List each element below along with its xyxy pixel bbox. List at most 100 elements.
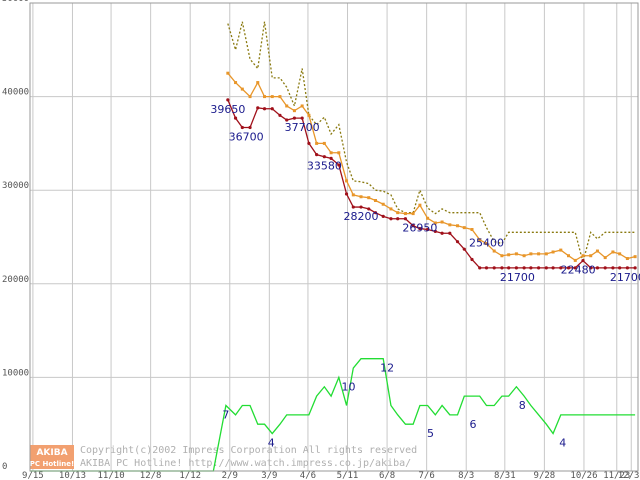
x-tick-label: 9/15: [22, 471, 44, 480]
average-price-point: [625, 257, 629, 261]
average-price-point: [411, 212, 415, 216]
x-tick-label: 8/3: [458, 471, 474, 480]
x-tick-label: 6/8: [379, 471, 395, 480]
x-tick-label: 7/6: [419, 471, 435, 480]
data-label: 5: [427, 427, 434, 440]
average-price-point: [300, 104, 304, 108]
average-price-point: [307, 113, 311, 117]
x-tick-label: 2/9: [222, 471, 238, 480]
average-price-point: [433, 221, 437, 225]
data-label: 26950: [402, 222, 437, 235]
min-price-point: [240, 125, 244, 130]
x-tick-label: 10/26: [570, 471, 597, 480]
min-price-point: [618, 266, 622, 270]
average-price-point: [367, 196, 371, 200]
min-price-point: [440, 231, 444, 235]
average-price-point: [359, 195, 363, 199]
data-label: 7: [222, 408, 229, 421]
average-price-point: [573, 258, 577, 262]
min-price-point: [559, 266, 563, 270]
x-tick-label: 5/11: [337, 471, 359, 480]
min-price-point: [389, 217, 393, 221]
min-price-point: [470, 257, 474, 262]
min-price-point: [344, 192, 349, 196]
data-label: 21700: [610, 271, 640, 284]
min-price-point: [544, 266, 548, 270]
average-price-point: [559, 248, 563, 252]
data-label: 4: [268, 437, 275, 450]
x-tick-label: 8/31: [494, 471, 516, 480]
min-price-point: [595, 266, 600, 270]
x-tick-label: 12/30: [618, 471, 640, 480]
data-label: 8: [519, 399, 526, 412]
x-tick-label: 1/12: [179, 471, 201, 480]
watermark-line-1: Copyright(c)2002 Impress Corporation All…: [80, 445, 417, 456]
x-axis: 9/15 10/13 11/10 12/8 1/12 2/9 3/9 4/6 5/11 6/8 7/…: [22, 471, 640, 480]
min-price-point: [367, 207, 371, 211]
average-price-point: [492, 249, 496, 253]
average-price-point: [507, 253, 511, 257]
average-price-point: [567, 254, 571, 258]
series-max-price: [227, 21, 636, 263]
average-price-point: [285, 104, 289, 108]
min-price-point: [478, 266, 482, 270]
x-tick-label: 11/10: [98, 471, 125, 480]
average-price-point: [329, 151, 333, 155]
data-label: 36700: [229, 130, 264, 143]
x-tick-label: 9/28: [534, 471, 556, 480]
min-price-point: [351, 205, 355, 209]
min-price-point: [426, 227, 430, 232]
series-number-of-shops: [30, 358, 636, 472]
average-price-point: [478, 238, 482, 242]
min-price-point: [226, 98, 230, 102]
average-price-point: [551, 250, 555, 254]
y-tick-label: 30000: [2, 181, 29, 191]
min-price-point: [256, 106, 260, 110]
average-price-point: [381, 202, 385, 206]
y-tick-label: 20000: [2, 275, 29, 285]
min-price-point: [300, 116, 304, 120]
min-price-point: [396, 217, 400, 221]
min-price-point: [603, 266, 607, 270]
watermark-line-2: AKIBA PC Hotline! http://www.watch.impre…: [80, 458, 411, 469]
average-price-point: [514, 252, 518, 256]
logo-bottom-text: PC Hotline!: [30, 460, 74, 468]
min-price-point: [418, 226, 422, 231]
average-price-point: [278, 95, 282, 99]
average-price-point: [389, 207, 393, 211]
average-price-point: [403, 212, 407, 216]
average-price-point: [544, 252, 548, 256]
data-label: 22480: [561, 264, 596, 277]
average-price-point: [470, 228, 474, 232]
y-tick-label: 40000: [2, 88, 29, 98]
min-price-point: [573, 266, 577, 270]
min-price-point: [589, 266, 593, 270]
min-price-point: [433, 229, 437, 233]
data-label: 33580: [307, 160, 342, 173]
min-price-point: [536, 266, 541, 270]
min-price-point: [522, 266, 526, 270]
average-price-point: [595, 249, 599, 253]
average-price-point: [589, 254, 593, 258]
min-price-point: [278, 113, 282, 117]
min-price-point: [322, 155, 326, 159]
average-price-point: [337, 151, 341, 155]
average-price-point: [256, 81, 260, 85]
average-price-point: [396, 211, 400, 215]
min-price-point: [492, 266, 496, 270]
min-price-point: [359, 205, 363, 209]
average-price-point: [462, 226, 466, 230]
y-tick-label: 10000: [2, 368, 29, 378]
min-price-point: [292, 116, 297, 120]
min-price-point: [529, 266, 533, 270]
average-price-point: [581, 254, 585, 258]
average-price-point: [426, 216, 430, 220]
average-price-point: [529, 252, 533, 256]
y-axis: 0 10000 20000 30000 40000 50000: [2, 0, 29, 472]
min-price-point: [248, 125, 252, 130]
y-tick-label: 0: [2, 462, 7, 472]
average-price-point: [603, 256, 607, 260]
average-price-point: [484, 242, 488, 246]
data-label: 6: [469, 418, 476, 431]
min-price-point: [329, 156, 333, 160]
